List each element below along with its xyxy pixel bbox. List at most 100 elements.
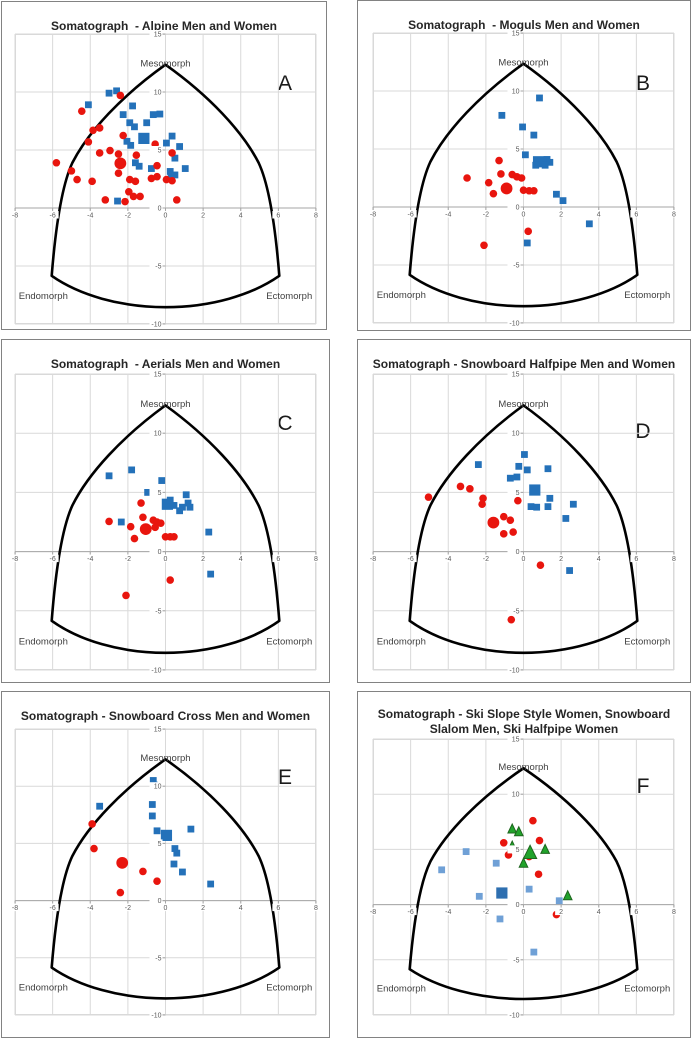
panel-snowboard-cross: Somatograph - Snowboard Cross Men and Wo… [1, 691, 330, 1038]
scatter-point [182, 491, 190, 499]
scatter-point [95, 149, 104, 157]
svg-text:15: 15 [154, 32, 162, 39]
scatter-point [113, 87, 120, 95]
scatter-point [144, 489, 152, 496]
svg-text:-8: -8 [12, 556, 18, 563]
panel-snowboard-halfpipe: Somatograph - Snowboard Halfpipe Men and… [357, 339, 691, 683]
scatter-point [515, 462, 523, 470]
axis-lines [14, 33, 317, 325]
svg-text:-4: -4 [87, 905, 93, 912]
scatter-point [158, 477, 166, 484]
scatter-point [123, 137, 131, 145]
svg-text:0: 0 [164, 556, 168, 563]
svg-text:-8: -8 [370, 556, 376, 563]
scatter-point [151, 523, 159, 532]
scatter-point [496, 915, 504, 923]
scatter-point [88, 820, 96, 828]
svg-text:-5: -5 [155, 608, 161, 615]
svg-text:-2: -2 [483, 556, 489, 563]
scatter-point [205, 528, 213, 536]
scatter-point [507, 822, 518, 834]
svg-text:15: 15 [512, 737, 520, 744]
svg-text:15: 15 [512, 31, 520, 38]
series-circle [88, 820, 161, 897]
scatter-point [172, 196, 181, 204]
svg-text:-10: -10 [151, 322, 161, 329]
panel-mixed-groups: Somatograph - Ski Slope Style Women, Sno… [357, 691, 691, 1038]
svg-text:Mesomorph: Mesomorph [498, 57, 548, 68]
scatter-point [546, 158, 554, 166]
svg-text:-2: -2 [125, 556, 131, 563]
scatter-point [90, 844, 98, 853]
svg-text:-4: -4 [445, 909, 451, 916]
svg-text:2: 2 [559, 909, 563, 916]
scatter-point [84, 101, 92, 109]
scatter-point [105, 89, 113, 97]
somatograph-plot: 15 10 5 0 -5 -10 -8 -6 -4 -2 0 2 4 6 8 Mesomorph Endomor… [9, 370, 322, 675]
svg-text:Endomorph: Endomorph [19, 291, 68, 302]
scatter-point [52, 158, 61, 167]
scatter-point [546, 494, 554, 502]
scatter-point [122, 591, 130, 600]
svg-text:-8: -8 [370, 909, 376, 916]
axis-tick-labels: 15 10 5 0 -5 -10 -8 -6 -4 -2 0 2 4 6 8 [9, 370, 322, 675]
scatter-point [523, 239, 531, 247]
scatter-point [139, 513, 147, 522]
scatter-point [524, 227, 533, 236]
series-square [438, 848, 563, 956]
scatter-point [207, 570, 215, 578]
svg-text:-4: -4 [445, 212, 451, 219]
scatter-point [168, 149, 176, 157]
somatograph-plot: 15 10 5 0 -5 -10 -8 -6 -4 -2 0 2 4 6 8 Mesomorph Endomor… [9, 30, 322, 329]
scatter-point [116, 888, 125, 897]
scatter-point [500, 182, 513, 195]
panel-letter: A [277, 72, 292, 95]
scatter-point [173, 849, 181, 857]
somatograph-plot: 15 10 5 0 -5 -10 -8 -6 -4 -2 0 2 4 6 8 Mesomorph Endomor… [367, 29, 680, 328]
svg-text:0: 0 [516, 549, 520, 556]
svg-text:6: 6 [634, 556, 638, 563]
svg-text:Mesomorph: Mesomorph [140, 58, 190, 69]
svg-text:0: 0 [164, 905, 168, 912]
scatter-point [585, 220, 593, 228]
scatter-point [534, 870, 543, 879]
svg-text:4: 4 [239, 213, 243, 220]
svg-text:-6: -6 [408, 909, 414, 916]
scatter-point [181, 165, 189, 172]
scatter-point [89, 126, 97, 135]
region-labels: Mesomorph Endomorph Ectomorph [377, 57, 670, 301]
svg-text:Endomorph: Endomorph [19, 982, 68, 993]
scatter-point [114, 197, 121, 205]
svg-text:6: 6 [276, 556, 280, 563]
somatograph-canvas: 15 10 5 0 -5 -10 -8 -6 -4 -2 0 2 4 6 8 Mesomorph Endomor… [9, 370, 322, 675]
scatter-point [149, 111, 157, 119]
scatter-point [530, 131, 538, 139]
axis-tick-labels: 15 10 5 0 -5 -10 -8 -6 -4 -2 0 2 4 6 8 [367, 370, 680, 675]
scatter-point [179, 868, 186, 876]
panel-alpine: Somatograph - Alpine Men and Women A 15 1… [1, 1, 327, 330]
svg-text:Ectomorph: Ectomorph [624, 290, 670, 301]
scatter-point [555, 897, 563, 905]
somatochart-outline [50, 63, 281, 309]
scatter-point [105, 472, 113, 480]
svg-text:Ectomorph: Ectomorph [266, 982, 312, 993]
somatochart-outline [50, 404, 281, 655]
svg-text:Endomorph: Endomorph [377, 637, 426, 648]
scatter-point [116, 856, 129, 869]
scatter-point [166, 168, 174, 175]
scatter-point [530, 948, 538, 956]
svg-text:4: 4 [597, 556, 601, 563]
scatter-point [153, 877, 161, 885]
scatter-point [138, 132, 150, 144]
scatter-point [462, 848, 470, 856]
svg-text:10: 10 [154, 431, 162, 438]
scatter-point [166, 496, 174, 504]
scatter-point [156, 519, 165, 527]
scatter-point [507, 615, 516, 624]
scatter-point [170, 502, 178, 509]
svg-text:4: 4 [597, 909, 601, 916]
svg-text:-5: -5 [513, 263, 519, 270]
scatter-point [530, 186, 538, 195]
somatograph-canvas: 15 10 5 0 -5 -10 -8 -6 -4 -2 0 2 4 6 8 Mesomorph Endomor… [9, 725, 322, 1020]
